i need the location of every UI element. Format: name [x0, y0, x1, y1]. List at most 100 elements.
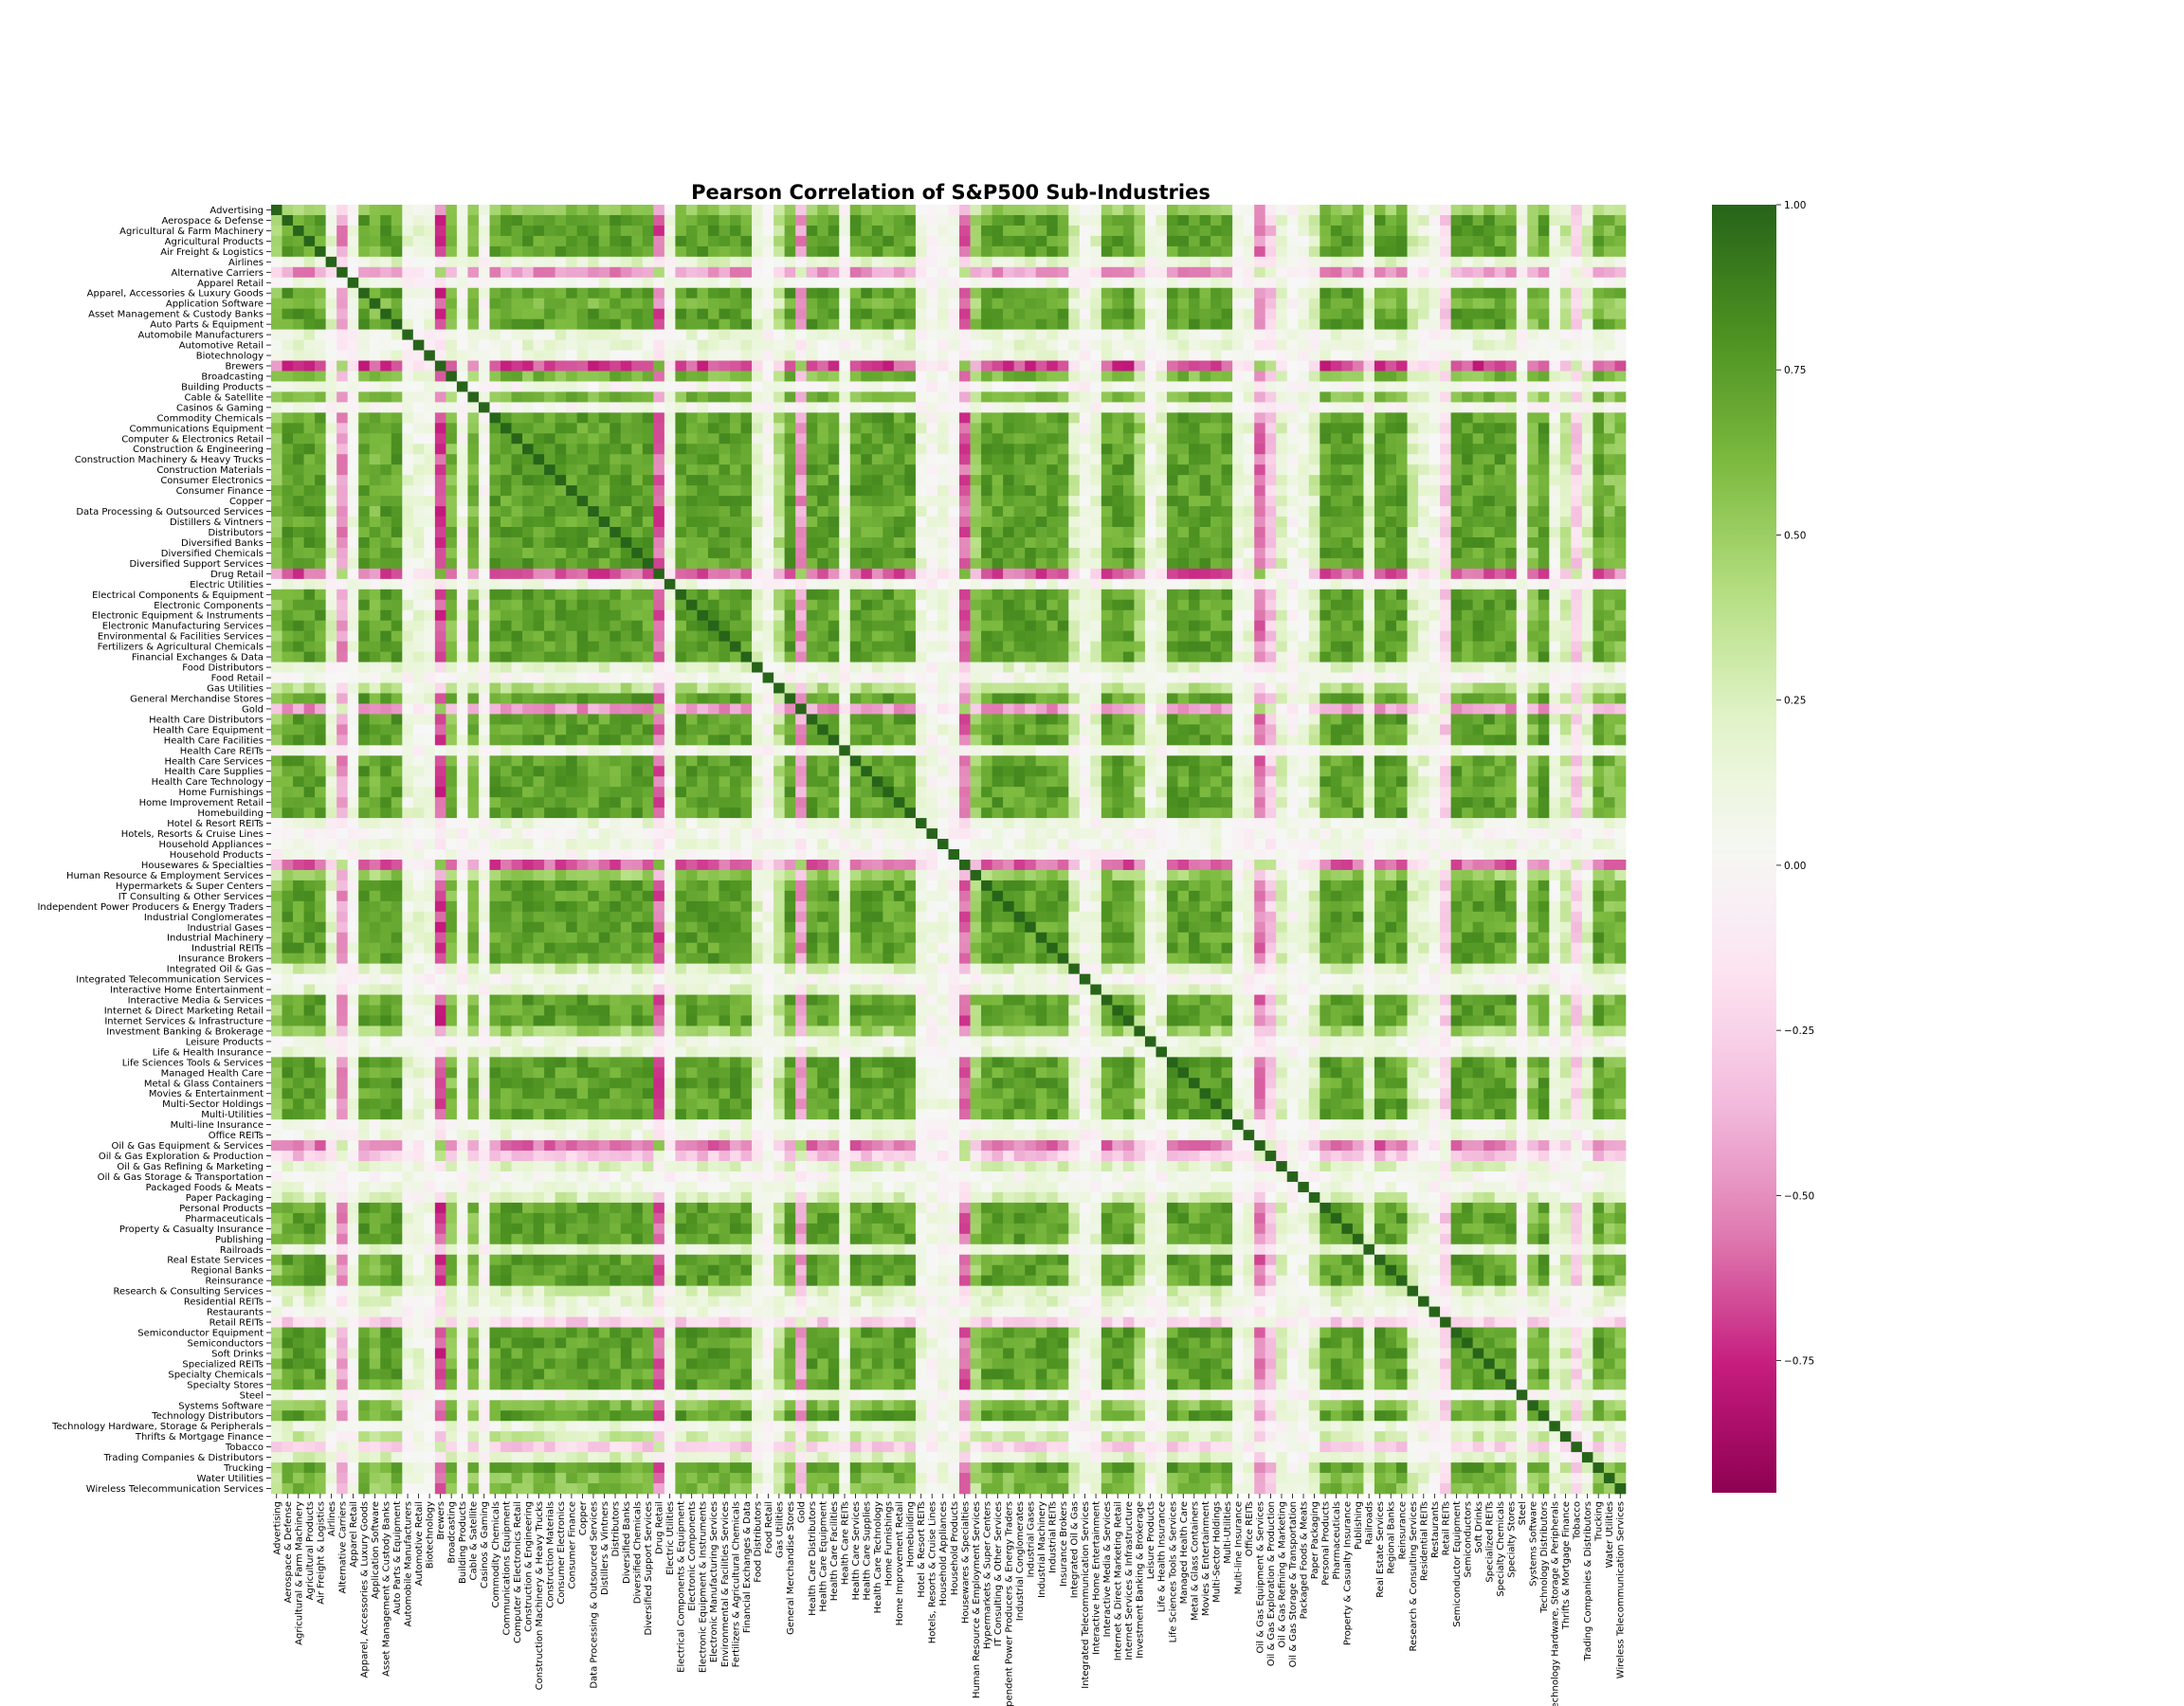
- heatmap-cell: [369, 205, 381, 216]
- heatmap-cell: [1505, 339, 1518, 351]
- heatmap-cell: [1363, 475, 1375, 486]
- heatmap-cell: [1352, 339, 1364, 351]
- heatmap-cell: [1254, 391, 1266, 403]
- heatmap-cell: [337, 287, 349, 299]
- heatmap-cell: [1330, 412, 1342, 424]
- heatmap-cell: [1057, 245, 1069, 258]
- heatmap-cell: [1079, 329, 1091, 340]
- heatmap-cell: [1057, 308, 1069, 319]
- heatmap-cell: [1581, 381, 1593, 392]
- heatmap-cell: [1581, 266, 1593, 279]
- heatmap-cell: [1276, 517, 1288, 528]
- heatmap-cell: [467, 536, 480, 549]
- heatmap-cell: [1374, 609, 1386, 622]
- heatmap-cell: [1254, 308, 1266, 319]
- heatmap-cell: [544, 205, 555, 216]
- heatmap-cell: [1483, 287, 1496, 299]
- heatmap-cell: [1320, 527, 1332, 538]
- heatmap-cell: [871, 256, 883, 268]
- heatmap-cell: [1494, 287, 1506, 299]
- heatmap-cell: [1581, 205, 1593, 216]
- heatmap-cell: [391, 536, 403, 549]
- heatmap-cell: [1320, 339, 1332, 351]
- heatmap-cell: [1101, 506, 1113, 517]
- heatmap-cell: [1614, 423, 1627, 434]
- heatmap-cell: [992, 423, 1004, 434]
- heatmap-cell: [1265, 536, 1277, 549]
- heatmap-cell: [489, 485, 501, 497]
- heatmap-cell: [1199, 277, 1211, 289]
- heatmap-cell: [478, 517, 490, 528]
- heatmap-cell: [456, 475, 468, 486]
- heatmap-cell: [1527, 454, 1539, 465]
- heatmap-cell: [1177, 277, 1190, 289]
- heatmap-cell: [861, 527, 873, 538]
- heatmap-cell: [1505, 433, 1518, 445]
- heatmap-cell: [1395, 517, 1408, 528]
- heatmap-cell: [1581, 464, 1593, 476]
- heatmap-cell: [1046, 205, 1059, 216]
- heatmap-cell: [446, 444, 458, 455]
- heatmap-cell: [1494, 568, 1506, 580]
- heatmap-cell: [1571, 287, 1583, 299]
- heatmap-cell: [926, 589, 938, 601]
- heatmap-cell: [610, 287, 622, 299]
- heatmap-cell: [434, 225, 446, 237]
- heatmap-cell: [555, 527, 567, 538]
- heatmap-cell: [1494, 485, 1506, 497]
- heatmap-cell: [664, 256, 676, 268]
- heatmap-cell: [730, 485, 741, 497]
- heatmap-cell: [817, 350, 829, 361]
- heatmap-cell: [380, 350, 392, 361]
- heatmap-cell: [937, 329, 949, 340]
- heatmap-cell: [948, 339, 960, 351]
- heatmap-cell: [1352, 329, 1364, 340]
- heatmap-cell: [1559, 350, 1572, 361]
- heatmap-cell: [325, 464, 337, 476]
- heatmap-cell: [926, 506, 938, 517]
- heatmap-cell: [707, 609, 719, 622]
- heatmap-cell: [675, 266, 687, 279]
- heatmap-cell: [544, 402, 555, 413]
- heatmap-cell: [1003, 454, 1014, 465]
- heatmap-cell: [1308, 350, 1320, 361]
- heatmap-cell: [1505, 214, 1518, 227]
- heatmap-cell: [1385, 350, 1397, 361]
- heatmap-cell: [610, 568, 622, 580]
- heatmap-cell: [1581, 298, 1593, 310]
- heatmap-cell: [1210, 547, 1222, 559]
- heatmap-cell: [434, 444, 446, 455]
- heatmap-cell: [1144, 266, 1156, 279]
- heatmap-cell: [598, 454, 610, 465]
- heatmap-cell: [883, 245, 895, 258]
- heatmap-cell: [1057, 298, 1069, 310]
- heatmap-cell: [762, 496, 774, 507]
- heatmap-cell: [1298, 318, 1310, 330]
- heatmap-cell: [1286, 235, 1299, 247]
- heatmap-cell: [707, 578, 719, 590]
- heatmap-cell: [1298, 557, 1310, 570]
- heatmap-cell: [1603, 475, 1615, 486]
- heatmap-cell: [915, 381, 927, 392]
- heatmap-cell: [588, 402, 600, 413]
- heatmap-cell: [926, 475, 938, 486]
- heatmap-cell: [1221, 245, 1233, 258]
- heatmap-cell: [774, 266, 785, 279]
- heatmap-cell: [730, 536, 741, 549]
- heatmap-cell: [1035, 485, 1047, 497]
- heatmap-cell: [315, 444, 326, 455]
- heatmap-cell: [849, 391, 862, 403]
- heatmap-cell: [1057, 464, 1069, 476]
- heatmap-cell: [1122, 266, 1135, 279]
- heatmap-cell: [926, 547, 938, 559]
- heatmap-cell: [500, 599, 512, 611]
- heatmap-cell: [959, 402, 971, 413]
- heatmap-cell: [1429, 568, 1441, 580]
- heatmap-cell: [1112, 433, 1124, 445]
- heatmap-cell: [1603, 350, 1615, 361]
- heatmap-cell: [1035, 589, 1047, 601]
- heatmap-cell: [391, 360, 403, 372]
- heatmap-cell: [893, 308, 905, 319]
- heatmap-cell: [774, 205, 785, 216]
- heatmap-cell: [948, 485, 960, 497]
